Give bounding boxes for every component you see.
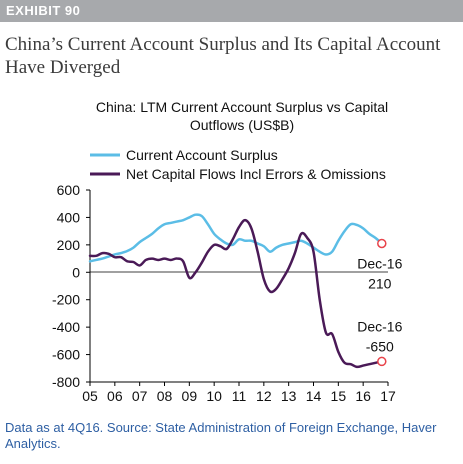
headline: China’s Current Account Surplus and Its … xyxy=(5,34,441,78)
y-tick-label: 200 xyxy=(57,237,81,253)
annotation-value-label: 210 xyxy=(368,275,392,291)
x-tick-label: 10 xyxy=(206,388,222,404)
series-lines xyxy=(88,213,384,369)
chart: China: LTM Current Account Surplus vs Ca… xyxy=(52,99,403,404)
y-tick-label: -400 xyxy=(52,319,80,335)
x-tick-label: 17 xyxy=(380,388,396,404)
x-tick-label: 06 xyxy=(107,388,123,404)
x-axis-ticks: 05 06 07 08 09 10 11 12 13 14 15 16 17 xyxy=(82,382,396,404)
legend: Current Account Surplus Net Capital Flow… xyxy=(90,147,386,182)
y-tick-label: -600 xyxy=(52,347,80,363)
endpoint-marker xyxy=(377,356,387,367)
y-tick-label: 0 xyxy=(72,264,80,280)
annotation-date-label: Dec-16 xyxy=(357,318,402,334)
x-tick-label: 05 xyxy=(82,388,98,404)
chart-title-line-1: China: LTM Current Account Surplus vs Ca… xyxy=(96,99,388,115)
x-tick-label: 09 xyxy=(182,388,198,404)
x-tick-label: 13 xyxy=(281,388,297,404)
annotation-value-label: -650 xyxy=(366,338,394,354)
x-tick-label: 14 xyxy=(306,388,322,404)
x-tick-label: 07 xyxy=(132,388,148,404)
y-tick-label: -800 xyxy=(52,374,80,390)
x-tick-label: 11 xyxy=(232,388,247,404)
y-tick-label: 400 xyxy=(57,209,81,225)
exhibit-label: EXHIBIT 90 xyxy=(6,3,81,18)
x-tick-label: 12 xyxy=(256,388,272,404)
chart-title-line-2: Outflows (US$B) xyxy=(190,117,294,133)
series-line-current-account xyxy=(88,213,384,263)
endpoint-marker xyxy=(377,238,387,249)
annotations: Dec-16 210 Dec-16 -650 xyxy=(357,238,403,367)
series-line-capital-flows xyxy=(88,218,384,369)
source-note: Data as at 4Q16. Source: State Administr… xyxy=(5,420,437,451)
x-tick-label: 15 xyxy=(331,388,347,404)
legend-label-current-account: Current Account Surplus xyxy=(126,147,278,163)
x-tick-label: 16 xyxy=(355,388,371,404)
x-tick-label: 08 xyxy=(157,388,173,404)
annotation-date-label: Dec-16 xyxy=(357,255,402,271)
exhibit-header-bar: EXHIBIT 90 xyxy=(0,0,463,22)
y-tick-label: -200 xyxy=(52,292,80,308)
y-axis-ticks: 600 400 200 0 -200 -400 -600 -800 xyxy=(52,182,90,390)
legend-label-capital-flows: Net Capital Flows Incl Errors & Omission… xyxy=(126,166,386,182)
y-tick-label: 600 xyxy=(57,182,81,198)
